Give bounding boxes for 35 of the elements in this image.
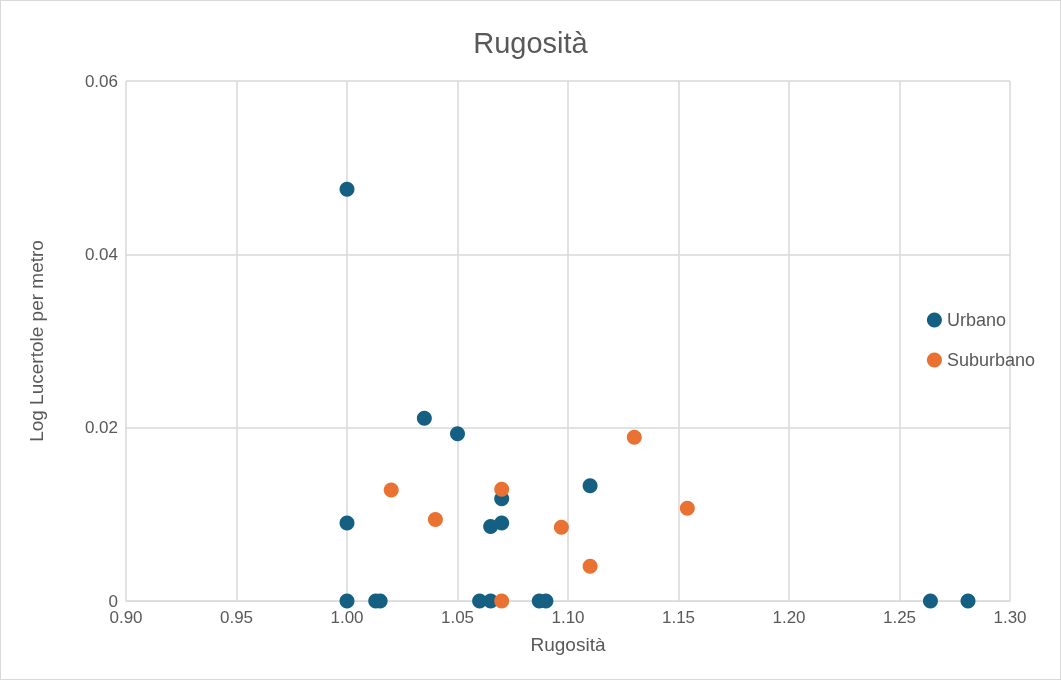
x-tick-label: 0.90: [109, 608, 143, 627]
x-tick-label: 1.00: [330, 608, 364, 627]
point: [582, 558, 598, 574]
point: [553, 519, 569, 535]
x-tick-label: 1.15: [661, 608, 696, 627]
x-axis-title: Rugosità: [530, 634, 606, 655]
chart-title: Rugosità: [473, 26, 589, 59]
point: [494, 593, 510, 609]
point: [416, 410, 432, 426]
y-tick-label: 0.02: [84, 418, 118, 438]
x-tick-label: 0.95: [219, 608, 254, 627]
legend-label: Suburbano: [946, 350, 1035, 370]
y-tick-label: 0: [108, 591, 118, 611]
y-tick-label: 0.06: [84, 71, 118, 91]
point: [494, 481, 510, 497]
point: [339, 593, 355, 609]
x-tick-label: 1.25: [882, 608, 917, 627]
point: [494, 515, 510, 531]
point: [383, 482, 399, 498]
y-axis-title: Log Lucertole per metro: [26, 240, 47, 442]
point: [339, 515, 355, 531]
point: [450, 426, 465, 442]
legend-label: Urbano: [946, 310, 1006, 330]
point: [582, 478, 598, 494]
point: [679, 500, 695, 516]
x-tick-label: 1.20: [772, 608, 806, 627]
point: [339, 181, 355, 197]
point: [922, 593, 938, 609]
y-tick-label: 0.04: [84, 244, 118, 264]
point: [960, 593, 976, 609]
x-tick-label: 1.30: [993, 608, 1027, 627]
point: [427, 512, 443, 528]
x-tick-label: 1.10: [551, 608, 585, 627]
point: [626, 429, 642, 445]
x-tick-label: 1.05: [440, 608, 475, 627]
